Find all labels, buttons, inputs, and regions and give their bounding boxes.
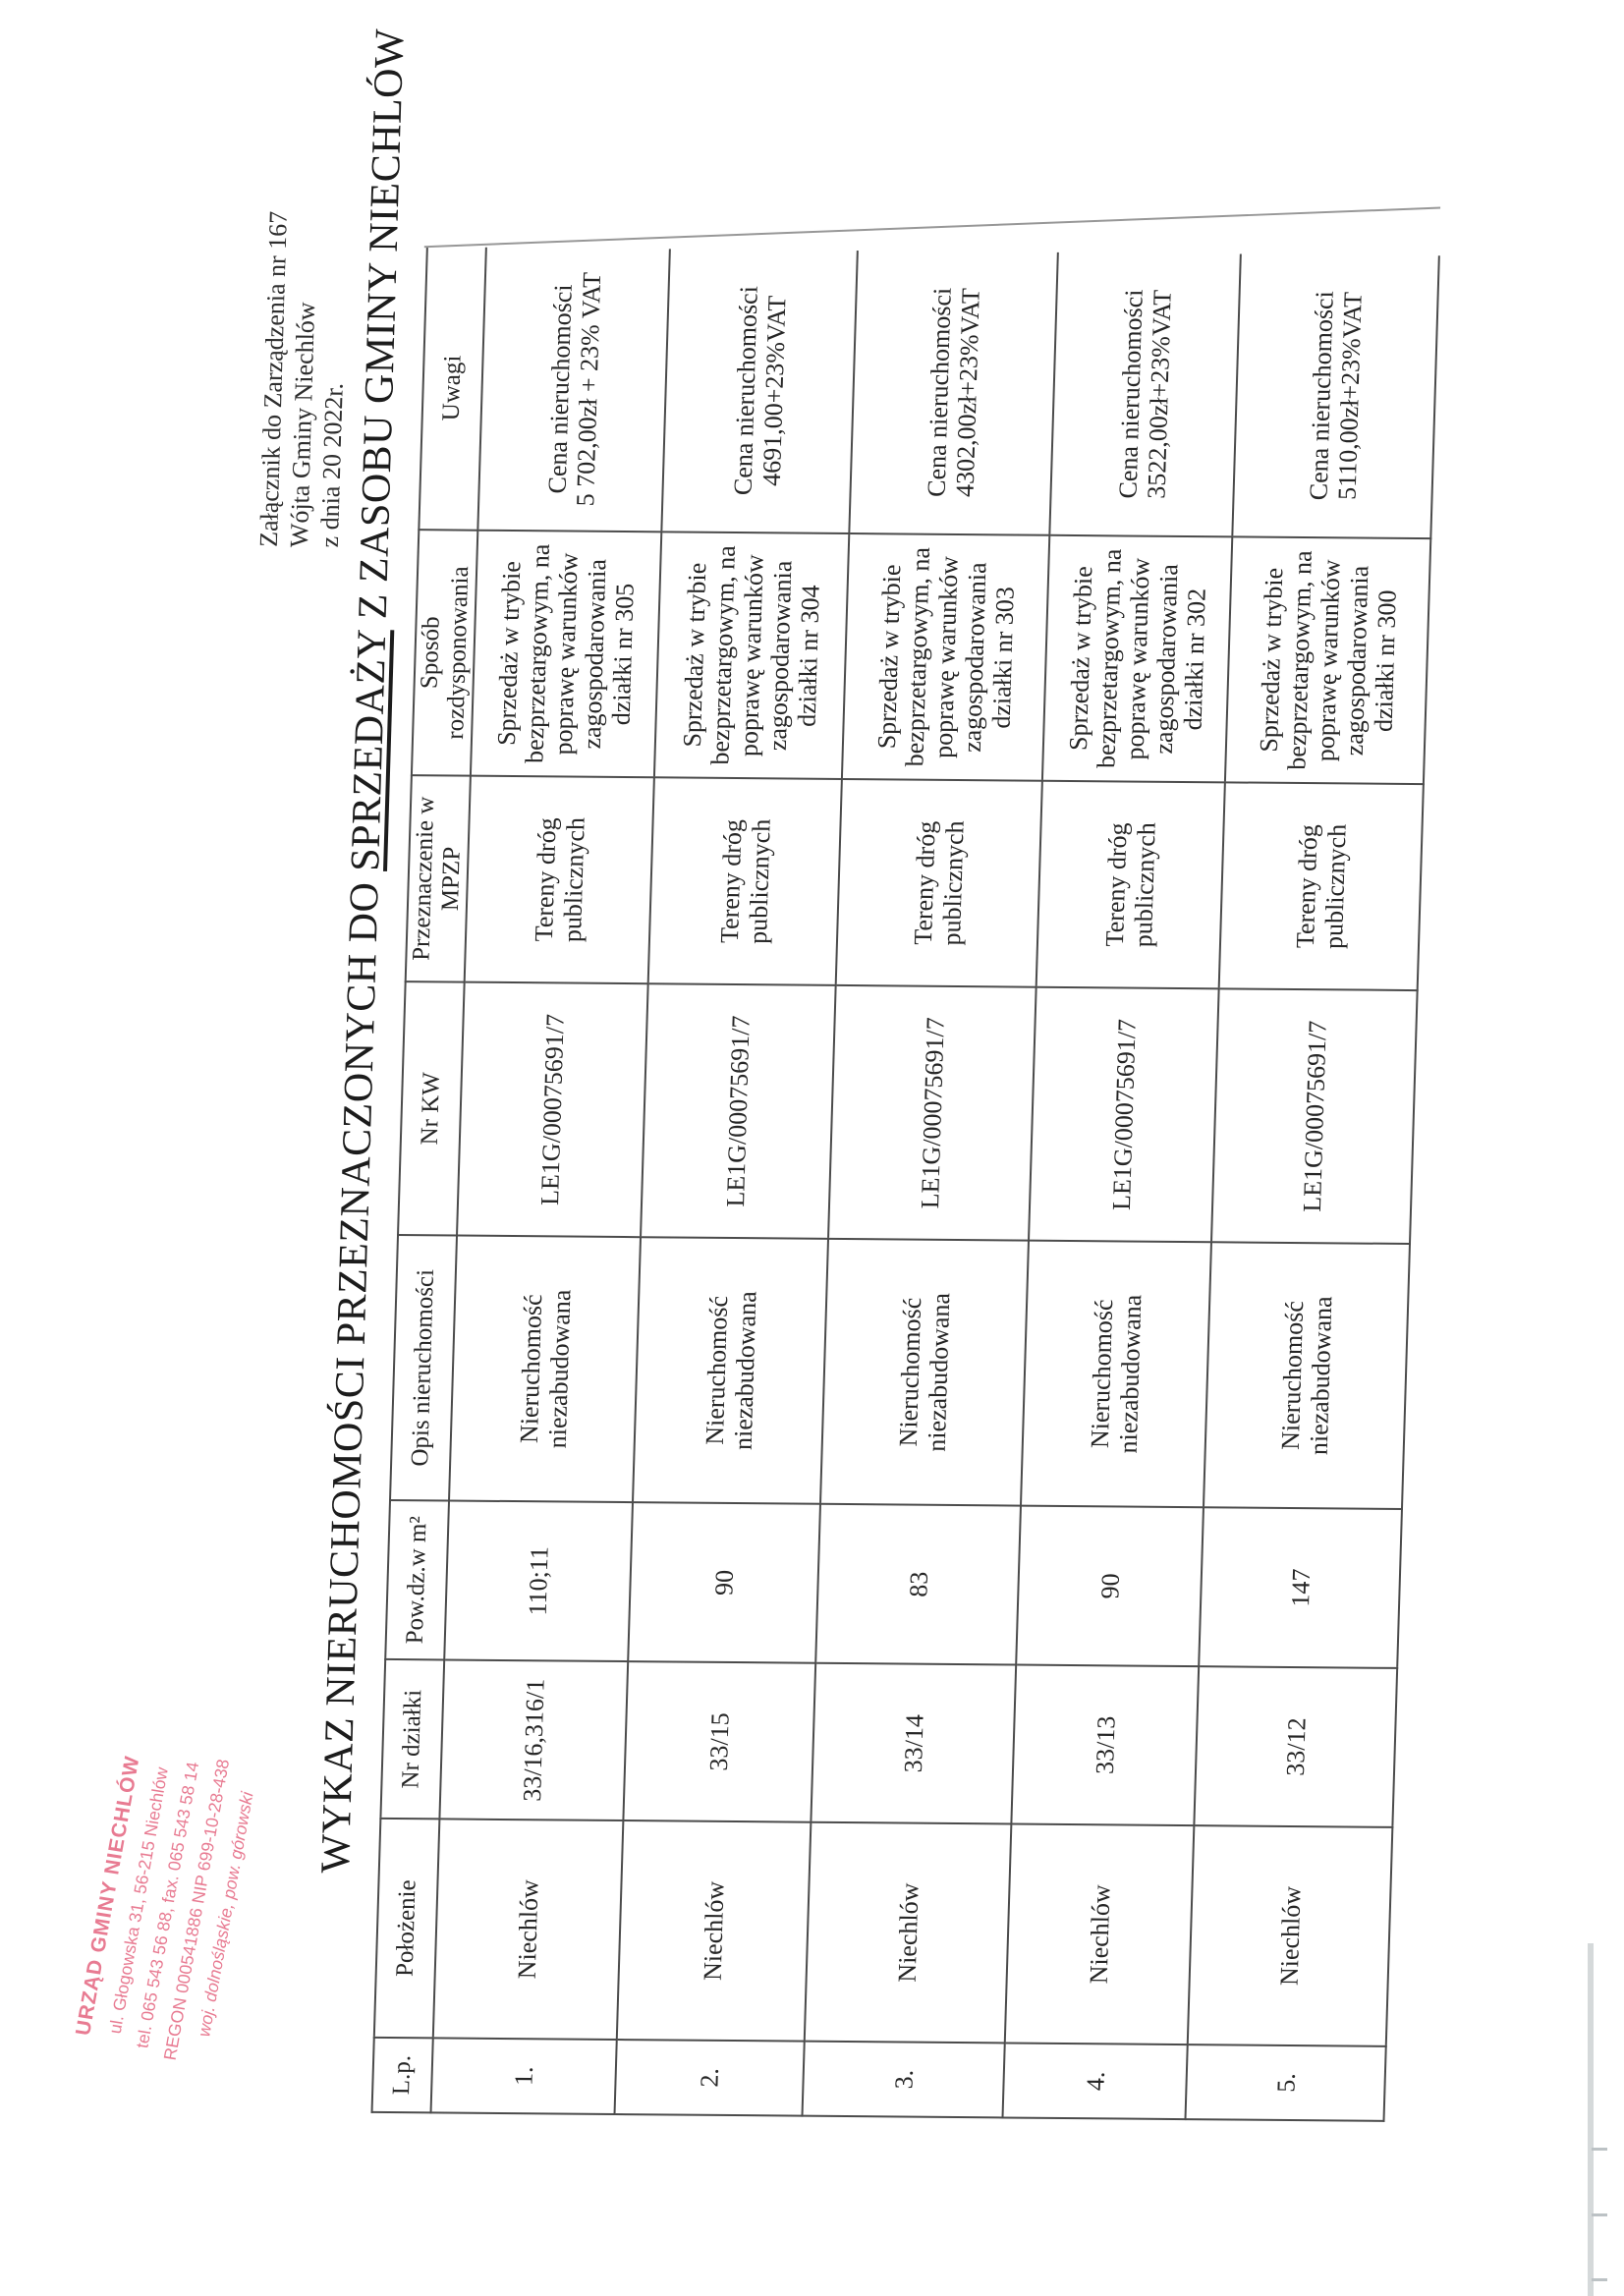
column-header-uwagi: Uwagi xyxy=(419,247,486,531)
cell-sposob: Sprzedaż w trybie bezprzetargowym, na po… xyxy=(470,530,662,778)
cell-sposob: Sprzedaż w trybie bezprzetargowym, na po… xyxy=(1224,536,1431,785)
cell-nr-dzialki: 33/13 xyxy=(1011,1664,1200,1826)
title-underlined-word: SPRZEDAŻY xyxy=(343,629,396,871)
column-header-opis: Opis nieruchomości xyxy=(390,1235,458,1501)
cell-przeznaczenie: Tereny dróg publicznych xyxy=(1218,782,1424,991)
scan-fold-tick xyxy=(1592,2278,1607,2281)
cell-polozenie: Niechlów xyxy=(1004,1823,1195,2045)
cell-polozenie: Niechlów xyxy=(432,1819,624,2041)
cell-pow: 90 xyxy=(628,1502,821,1663)
cell-lp: 1. xyxy=(430,2038,617,2114)
cell-przeznaczenie: Tereny dróg publicznych xyxy=(647,777,842,985)
cell-lp: 4. xyxy=(1002,2043,1188,2120)
title-prefix: WYKAZ NIERUCHOMOŚCI PRZEZNACZONYCH DO xyxy=(312,870,389,1874)
attachment-note: Załącznik do Zarządzenia nr 167 Wójta Gm… xyxy=(253,211,355,548)
column-header-przeznaczenie: Przeznaczenie w MPZP xyxy=(405,775,471,982)
cell-nr-kw: LE1G/00075691/7 xyxy=(1210,988,1418,1245)
cell-nr-kw: LE1G/00075691/7 xyxy=(1029,986,1219,1243)
cell-opis: Nieruchomość niezabudowana xyxy=(1020,1240,1211,1508)
cell-nr-dzialki: 33/16,316/1 xyxy=(439,1659,629,1821)
column-header-nr-dzialki: Nr działki xyxy=(380,1658,445,1820)
column-header-pow: Pow.dz.w m² xyxy=(385,1499,450,1660)
office-stamp: URZĄD GMINY NIECHLÓW ul. Głogowska 31, 5… xyxy=(51,1660,282,2150)
cell-lp: 5. xyxy=(1185,2044,1386,2121)
cell-polozenie: Niechlów xyxy=(1187,1825,1393,2046)
scan-fold-tick xyxy=(1592,2213,1607,2216)
title-suffix: Z ZASOBU GMINY NIECHLÓW xyxy=(350,28,414,631)
cell-pow: 147 xyxy=(1199,1507,1402,1668)
scan-fold-line xyxy=(1588,1943,1594,2296)
cell-uwagi: Cena nieruchomości 5 702,00zł + 23% VAT xyxy=(477,247,670,532)
cell-nr-kw: LE1G/00075691/7 xyxy=(828,984,1036,1241)
cell-sposob: Sprzedaż w trybie bezprzetargowym, na po… xyxy=(653,532,850,779)
cell-uwagi: Cena nieruchomości 4691,00+23%VAT xyxy=(661,249,858,534)
cell-przeznaczenie: Tereny dróg publicznych xyxy=(835,778,1042,987)
cell-uwagi: Cena nieruchomości 5110,00zł+23%VAT xyxy=(1232,253,1439,539)
cell-lp: 2. xyxy=(614,2040,805,2116)
cell-opis: Nieruchomość niezabudowana xyxy=(633,1237,829,1504)
cell-przeznaczenie: Tereny dróg publicznych xyxy=(1036,780,1225,989)
column-header-polozenie: Położenie xyxy=(373,1818,440,2039)
cell-opis: Nieruchomość niezabudowana xyxy=(449,1235,642,1503)
cell-sposob: Sprzedaż w trybie bezprzetargowym, na po… xyxy=(841,533,1050,781)
column-header-sposob: Sposób rozdysponowania xyxy=(411,530,478,776)
column-header-lp: L.p. xyxy=(371,2037,433,2113)
cell-nr-dzialki: 33/12 xyxy=(1194,1666,1398,1827)
cell-pow: 83 xyxy=(815,1503,1021,1665)
cell-nr-kw: LE1G/00075691/7 xyxy=(641,983,836,1239)
properties-table: L.p. Położenie Nr działki Pow.dz.w m² Op… xyxy=(370,247,1440,2122)
cell-uwagi: Cena nieruchomości 4302,00zł+23%VAT xyxy=(849,251,1058,535)
cell-polozenie: Niechlów xyxy=(804,1821,1012,2044)
column-header-nr-kw: Nr KW xyxy=(398,981,465,1236)
cell-pow: 110;11 xyxy=(444,1500,634,1662)
cell-polozenie: Niechlów xyxy=(616,1820,812,2042)
cell-sposob: Sprzedaż w trybie bezprzetargowym, na po… xyxy=(1041,534,1233,783)
scan-fold-tick xyxy=(1592,2148,1607,2151)
cell-opis: Nieruchomość niezabudowana xyxy=(1203,1242,1410,1509)
cell-przeznaczenie: Tereny dróg publicznych xyxy=(464,775,654,984)
cell-pow: 90 xyxy=(1016,1505,1204,1667)
cell-nr-dzialki: 33/15 xyxy=(623,1661,816,1822)
cell-uwagi: Cena nieruchomości 3522,00zł+23%VAT xyxy=(1049,252,1241,537)
table-right-edge-warped xyxy=(423,206,1441,249)
cell-opis: Nieruchomość niezabudowana xyxy=(820,1238,1030,1506)
cell-nr-dzialki: 33/14 xyxy=(811,1662,1017,1824)
cell-lp: 3. xyxy=(802,2041,1005,2118)
cell-nr-kw: LE1G/00075691/7 xyxy=(457,981,648,1238)
